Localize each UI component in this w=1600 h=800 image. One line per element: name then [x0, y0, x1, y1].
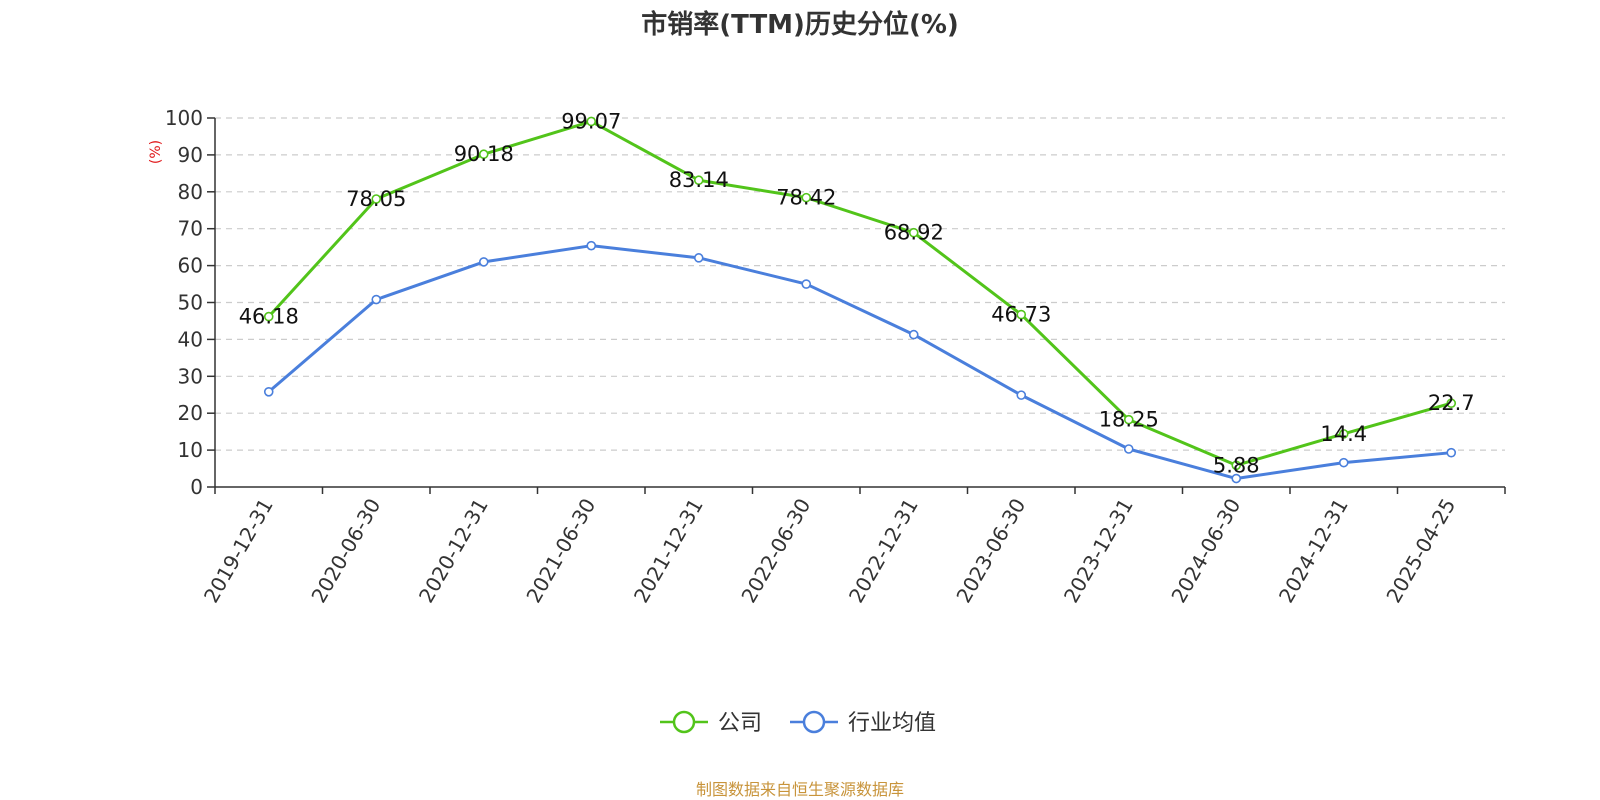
data-label: 5.88	[1213, 453, 1260, 477]
data-labels: 46.18 78.05 90.18 99.07 83.14 78.42 68.92 46.73…	[239, 109, 1475, 477]
data-point[interactable]	[1231, 473, 1242, 484]
legend-label: 行业均值	[848, 711, 936, 736]
data-point[interactable]	[371, 294, 382, 305]
data-label: 78.05	[346, 187, 406, 211]
data-label: 22.7	[1428, 391, 1475, 415]
x-tick-label: 2021-06-30	[521, 494, 600, 607]
series-line	[267, 119, 1452, 467]
legend-marker-icon	[802, 710, 826, 734]
legend-marker-icon	[672, 710, 696, 734]
data-point[interactable]	[1338, 429, 1349, 439]
legend-label: 公司	[718, 711, 762, 736]
data-point[interactable]	[478, 149, 489, 160]
data-point[interactable]	[586, 240, 597, 251]
y-tick-label: 20	[178, 401, 203, 425]
data-point[interactable]	[1446, 398, 1457, 409]
legend-item[interactable]: 行业均值	[790, 710, 936, 736]
y-tick-label: 0	[190, 475, 203, 499]
legend[interactable]: 公司 行业均值	[660, 710, 936, 736]
data-point[interactable]	[1338, 457, 1349, 468]
data-point[interactable]	[1016, 309, 1027, 320]
data-point[interactable]	[1123, 444, 1134, 454]
source-note: 制图数据来自恒生聚源数据库	[696, 780, 904, 799]
legend-item[interactable]: 公司	[660, 710, 762, 736]
x-tick-label: 2020-12-31	[414, 494, 493, 607]
data-label: 78.42	[776, 186, 836, 210]
data-point[interactable]	[908, 227, 919, 238]
data-label: 68.92	[884, 221, 944, 245]
data-point[interactable]	[693, 253, 704, 263]
x-tick-label: 2023-12-31	[1059, 494, 1138, 607]
y-tick-label: 30	[178, 364, 203, 388]
x-tick-label: 2021-12-31	[629, 494, 708, 607]
data-point[interactable]	[1016, 390, 1027, 400]
data-point[interactable]	[1123, 414, 1134, 425]
data-label: 90.18	[454, 142, 514, 166]
x-tick-label: 2024-06-30	[1166, 494, 1245, 607]
x-tick-label: 2022-12-31	[844, 494, 923, 607]
data-point[interactable]	[371, 194, 382, 204]
y-tick-label: 70	[178, 217, 203, 241]
series-layer	[263, 116, 1457, 484]
data-label: 46.73	[991, 303, 1051, 327]
x-tick-label: 2019-12-31	[199, 494, 278, 607]
data-point[interactable]	[908, 329, 919, 340]
data-point[interactable]	[693, 175, 704, 186]
y-tick-label: 40	[178, 327, 203, 351]
y-tick-label: 80	[178, 180, 203, 204]
x-tick-label: 2023-06-30	[951, 494, 1030, 607]
series-0	[263, 116, 1457, 471]
data-point[interactable]	[586, 116, 597, 127]
x-tick-label: 2025-04-25	[1381, 494, 1460, 607]
x-tick-label: 2022-06-30	[736, 494, 815, 607]
x-tick-label: 2020-06-30	[306, 494, 385, 607]
data-label: 99.07	[561, 109, 621, 133]
y-tick-label: 90	[178, 143, 203, 167]
y-axis-unit-label: (%)	[148, 140, 164, 164]
x-tick-label: 2024-12-31	[1274, 494, 1353, 607]
y-tick-label: 100	[165, 106, 203, 130]
data-point[interactable]	[1446, 447, 1457, 458]
data-point[interactable]	[263, 386, 274, 397]
axes: 0 10 20 30 40 50 60 70 80 90 100 2019-12-31 2020-06-…	[165, 106, 1506, 607]
y-tick-label: 50	[178, 291, 203, 315]
gridlines	[215, 117, 1505, 451]
data-point[interactable]	[263, 311, 274, 322]
y-tick-label: 10	[178, 438, 203, 462]
chart-title: 市销率(TTM)历史分位(%)	[641, 9, 959, 40]
data-point[interactable]	[1231, 460, 1242, 471]
data-label: 14.4	[1320, 422, 1367, 446]
data-label: 46.18	[239, 305, 299, 329]
data-label: 83.14	[669, 168, 729, 192]
series-1	[263, 240, 1457, 484]
y-tick-label: 60	[178, 254, 203, 278]
data-point[interactable]	[801, 279, 812, 289]
data-point[interactable]	[478, 257, 489, 267]
data-label: 18.25	[1099, 408, 1159, 432]
data-point[interactable]	[801, 192, 812, 203]
series-line	[267, 244, 1452, 481]
